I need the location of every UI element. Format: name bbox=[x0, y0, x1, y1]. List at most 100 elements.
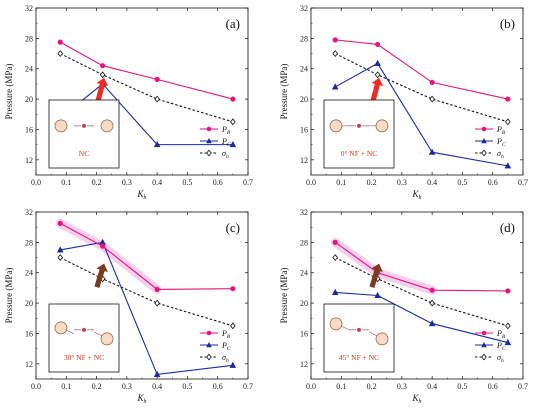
legend-label-sub: C bbox=[502, 142, 506, 148]
legend-label-sub: h bbox=[226, 358, 229, 364]
legend-marker-pb bbox=[481, 330, 487, 336]
panel-0: 0.0 0.1 0.2 0.3 0.4 0.5 0.6 0.7 12 16 20 24 28 32 Pres… bbox=[4, 4, 253, 201]
legend-label-main: P bbox=[496, 329, 502, 338]
y-tick-label: 12 bbox=[300, 360, 308, 369]
y-axis-title: Pressure (MPa) bbox=[279, 268, 289, 324]
panel-3: 0.0 0.1 0.2 0.3 0.4 0.5 0.6 0.7 12 16 20 24 28 32 Pres… bbox=[279, 208, 528, 405]
series-line-2 bbox=[334, 53, 509, 123]
x-axis-title-main: K bbox=[136, 189, 144, 199]
x-tick-label: 0.1 bbox=[61, 382, 71, 391]
inset-box bbox=[48, 99, 120, 169]
y-tick-label: 32 bbox=[25, 4, 33, 13]
series-line-0 bbox=[335, 39, 508, 100]
legend-marker-pc bbox=[206, 138, 212, 144]
series-line-2 bbox=[59, 53, 234, 123]
legend-marker-pb bbox=[481, 126, 487, 132]
x-tick-label: 0.6 bbox=[488, 382, 498, 391]
inset-nc-dot bbox=[82, 123, 86, 128]
x-axis-title-main: K bbox=[411, 393, 419, 403]
marker-sigma bbox=[154, 95, 160, 103]
legend-label-sub: B bbox=[227, 334, 231, 340]
y-tick-label: 24 bbox=[25, 269, 33, 278]
legend-label-main: σ bbox=[222, 149, 227, 158]
legend-label-sub: h bbox=[501, 358, 504, 364]
legend-label-sub: B bbox=[502, 334, 506, 340]
inset-nc-dot bbox=[357, 123, 361, 128]
x-tick-label: 0.3 bbox=[397, 178, 407, 187]
marker-sigma bbox=[505, 118, 511, 126]
x-tick-label: 0.6 bbox=[213, 382, 223, 391]
pointer-arrow bbox=[369, 263, 383, 288]
marker-pb bbox=[100, 243, 106, 249]
x-tick-label: 0.2 bbox=[367, 178, 377, 187]
marker-pc bbox=[374, 59, 381, 66]
marker-pb bbox=[100, 63, 106, 69]
series-line-2 bbox=[334, 257, 509, 327]
legend-label: PB bbox=[221, 329, 231, 340]
inset-label: 45° NF + NC bbox=[339, 353, 379, 362]
inset-label: 0° NF + NC bbox=[341, 149, 378, 158]
inset-nc-dot bbox=[82, 327, 86, 332]
inset-well-right bbox=[375, 119, 389, 133]
legend-label: PB bbox=[496, 329, 506, 340]
x-axis-title-sub: h bbox=[419, 195, 422, 201]
marker-sigma bbox=[374, 71, 381, 79]
legend-label: PC bbox=[221, 341, 231, 352]
inset-label: 30° NF + NC bbox=[64, 353, 104, 362]
legend-marker-sigma bbox=[481, 149, 487, 157]
marker-sigma bbox=[230, 118, 236, 126]
legend-label: σh bbox=[222, 149, 229, 160]
pointer-arrow bbox=[94, 263, 108, 288]
marker-pc bbox=[331, 288, 339, 295]
panel-label: (b) bbox=[500, 16, 515, 31]
legend-label-sub: C bbox=[502, 346, 506, 352]
inset-well-left bbox=[54, 119, 68, 133]
inset-label: NC bbox=[79, 149, 89, 158]
marker-sigma bbox=[57, 254, 64, 261]
series-line-0 bbox=[334, 241, 508, 292]
marker-pb bbox=[230, 96, 236, 102]
series-line-0 bbox=[59, 222, 233, 290]
legend-label-sub: B bbox=[502, 130, 506, 136]
pb-highlight bbox=[330, 237, 437, 295]
y-tick-label: 16 bbox=[25, 329, 33, 338]
y-axis-title: Pressure (MPa) bbox=[4, 64, 14, 120]
legend-marker-pc bbox=[481, 138, 487, 144]
x-axis-title-sub: h bbox=[144, 195, 147, 201]
x-axis-title-sub: h bbox=[144, 399, 147, 405]
x-tick-label: 0.1 bbox=[336, 382, 346, 391]
y-tick-label: 20 bbox=[25, 299, 33, 308]
marker-pc bbox=[504, 338, 512, 346]
x-tick-label: 0.0 bbox=[306, 178, 316, 187]
marker-sigma bbox=[429, 95, 435, 103]
inset-nf-left bbox=[65, 329, 75, 335]
x-tick-label: 0.4 bbox=[427, 382, 437, 391]
series-line-0 bbox=[59, 41, 233, 100]
y-tick-label: 28 bbox=[300, 238, 308, 247]
y-axis-title: Pressure (MPa) bbox=[4, 268, 14, 324]
legend-marker-sigma bbox=[481, 353, 487, 361]
series-line-1 bbox=[335, 291, 508, 344]
legend-marker-sigma bbox=[206, 149, 212, 157]
marker-pb bbox=[505, 96, 511, 102]
marker-pb bbox=[154, 286, 160, 293]
x-tick-label: 0.2 bbox=[92, 382, 102, 391]
legend-label-main: P bbox=[221, 341, 227, 350]
x-tick-label: 0.6 bbox=[213, 178, 223, 187]
y-tick-label: 32 bbox=[300, 4, 308, 13]
x-tick-label: 0.4 bbox=[152, 178, 162, 187]
pointer-arrow bbox=[369, 77, 384, 106]
pointer-arrow bbox=[94, 77, 109, 106]
panel-label: (c) bbox=[226, 220, 240, 235]
marker-sigma bbox=[429, 299, 435, 307]
legend-label-main: P bbox=[221, 329, 227, 338]
inset-nf-right bbox=[368, 331, 378, 337]
x-axis-title: Kh bbox=[411, 189, 421, 201]
x-tick-label: 0.7 bbox=[243, 178, 253, 187]
marker-pb bbox=[332, 239, 338, 245]
inset-box bbox=[323, 99, 395, 169]
y-tick-label: 24 bbox=[300, 269, 308, 278]
x-tick-label: 0.7 bbox=[518, 178, 528, 187]
y-tick-label: 28 bbox=[300, 34, 308, 43]
